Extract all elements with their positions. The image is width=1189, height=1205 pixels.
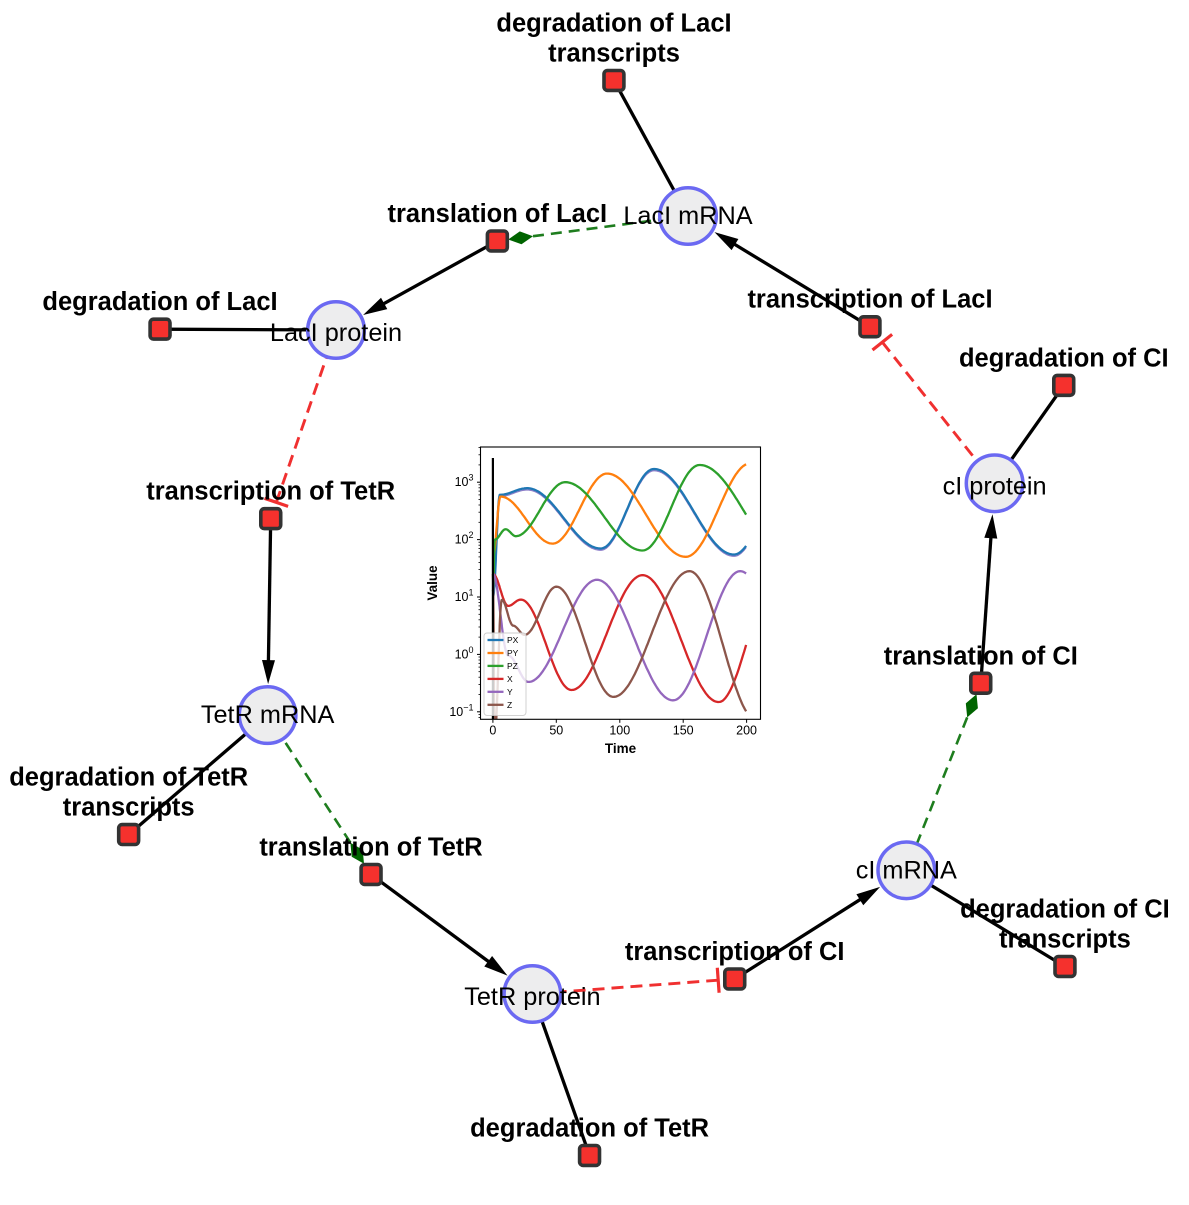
svg-text:TetR mRNA: TetR mRNA [201,701,335,729]
svg-text:transcripts: transcripts [63,794,195,822]
svg-text:X: X [507,674,513,684]
svg-text:degradation of CI: degradation of CI [960,896,1170,924]
svg-text:100: 100 [609,724,630,738]
svg-text:degradation of TetR: degradation of TetR [9,764,248,792]
svg-text:degradation of TetR: degradation of TetR [470,1115,709,1143]
svg-text:translation of LacI: translation of LacI [387,200,607,228]
svg-text:50: 50 [549,724,563,738]
svg-text:transcription of CI: transcription of CI [625,938,845,966]
svg-text:transcription of LacI: transcription of LacI [747,286,992,314]
svg-text:LacI protein: LacI protein [270,319,402,347]
svg-text:PY: PY [507,648,519,658]
svg-text:Z: Z [507,700,512,710]
svg-text:0: 0 [489,724,496,738]
svg-text:150: 150 [673,724,694,738]
svg-text:translation of TetR: translation of TetR [259,834,482,862]
svg-text:cI protein: cI protein [943,472,1047,500]
svg-text:Y: Y [507,687,513,697]
svg-text:degradation of CI: degradation of CI [959,344,1169,372]
svg-text:degradation of LacI: degradation of LacI [496,9,731,37]
svg-text:Value: Value [425,565,440,601]
svg-text:transcription of TetR: transcription of TetR [146,478,395,506]
svg-text:200: 200 [736,724,757,738]
svg-text:TetR protein: TetR protein [464,983,600,1011]
svg-text:LacI mRNA: LacI mRNA [623,202,752,230]
svg-text:PX: PX [507,635,519,645]
svg-text:transcripts: transcripts [548,39,680,67]
svg-text:degradation of LacI: degradation of LacI [42,288,277,316]
svg-text:translation of CI: translation of CI [884,642,1078,670]
svg-text:cI mRNA: cI mRNA [856,856,957,884]
svg-text:PZ: PZ [507,661,518,671]
svg-text:Time: Time [605,741,637,756]
svg-text:transcripts: transcripts [999,926,1131,954]
